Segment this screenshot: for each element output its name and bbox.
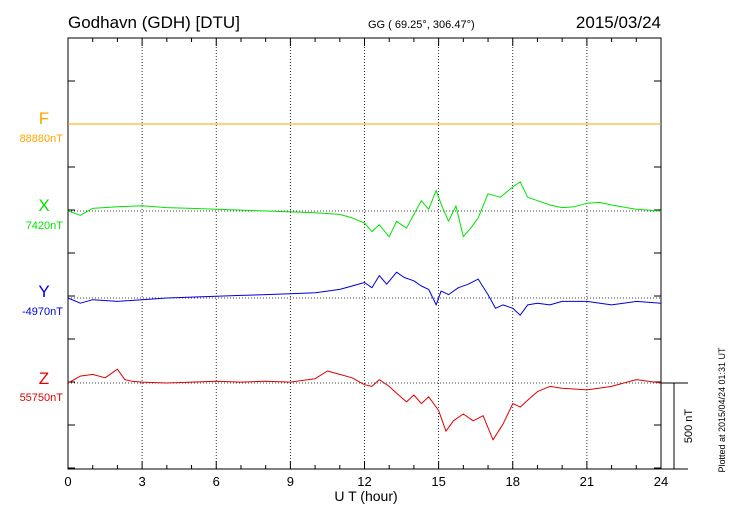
scale-bar-label: 500 nT (683, 409, 695, 444)
chart-date: 2015/03/24 (576, 13, 661, 32)
series-name-f: F (39, 109, 49, 128)
series-name-z: Z (39, 369, 49, 388)
x-tick-label: 0 (64, 474, 71, 489)
station-coords: GG ( 69.25°, 306.47°) (368, 19, 475, 31)
scale-bar: 500 nT (661, 382, 695, 470)
x-tick-label: 24 (654, 474, 668, 489)
x-tick-label: 18 (506, 474, 520, 489)
trace-z (67, 368, 662, 441)
trace-y (67, 271, 662, 316)
x-tick-label: 12 (357, 474, 371, 489)
x-tick-label: 3 (139, 474, 146, 489)
series-labels: F 88880nT X 7420nT Y -4970nT Z 55750nT (20, 109, 64, 404)
x-tick-label: 15 (431, 474, 445, 489)
series-baseline-value-y: -4970nT (22, 306, 63, 318)
series-traces (67, 123, 662, 441)
axis-ticks (67, 38, 662, 469)
series-baseline-value-x: 7420nT (26, 220, 64, 232)
series-baseline-value-z: 55750nT (20, 392, 64, 404)
series-name-y: Y (38, 282, 49, 301)
x-tick-label: 6 (213, 474, 220, 489)
plot-grid (141, 38, 588, 469)
x-axis-label: U T (hour) (334, 488, 397, 504)
x-tick-label: 21 (580, 474, 594, 489)
x-tick-labels: 0 3 6 9 12 15 18 21 24 (64, 474, 668, 489)
trace-x (67, 181, 662, 238)
series-name-x: X (38, 196, 49, 215)
series-baseline-value-f: 88880nT (20, 133, 64, 145)
plotted-timestamp: Plotted at 2015/04/24 01:31 UT (717, 347, 727, 473)
station-title: Godhavn (GDH) [DTU] (68, 13, 240, 32)
x-tick-label: 9 (287, 474, 294, 489)
